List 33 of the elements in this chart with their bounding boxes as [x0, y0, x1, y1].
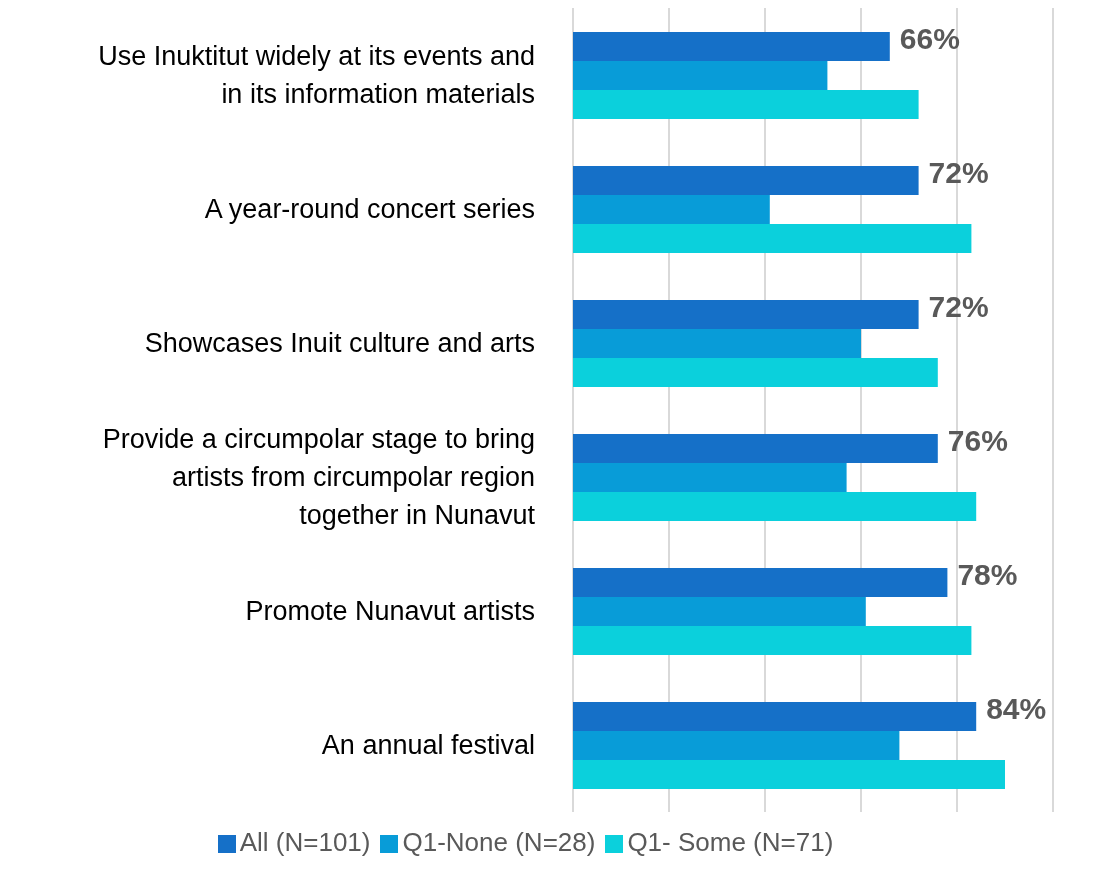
y-tick-label: Showcases Inuit culture and arts	[144, 328, 535, 358]
bar	[573, 492, 977, 522]
bar	[573, 224, 972, 254]
bar	[573, 195, 770, 225]
bar	[573, 61, 828, 91]
data-label: 78%	[957, 557, 1018, 591]
bar	[573, 166, 919, 196]
data-label: 72%	[928, 155, 989, 189]
y-tick-label: Provide a circumpolar stage to bring artists from circumpolar region together in Nunavut	[102, 424, 536, 530]
legend-label: All (N=101)	[239, 827, 371, 857]
bar	[573, 434, 938, 464]
legend-label: Q1- Some (N=71)	[627, 827, 834, 857]
legend-label: Q1-None (N=28)	[402, 827, 596, 857]
data-label: 76%	[947, 423, 1008, 457]
data-label: 84%	[986, 691, 1047, 725]
bar	[573, 300, 919, 330]
bar	[573, 597, 866, 627]
bar	[573, 358, 938, 388]
bar	[573, 760, 1005, 790]
data-label: 66%	[899, 21, 960, 55]
bar	[573, 329, 861, 359]
bar	[573, 702, 977, 732]
y-tick-label: Promote Nunavut artists	[245, 596, 535, 626]
y-tick-label: An annual festival	[321, 730, 535, 760]
bar	[573, 626, 972, 656]
y-tick-label: Use Inuktitut widely at its events and in its information materials	[98, 41, 535, 109]
bar	[573, 32, 890, 62]
bar	[573, 731, 900, 761]
bar	[573, 463, 847, 493]
data-label: 72%	[928, 289, 989, 323]
bar	[573, 90, 919, 120]
y-tick-label: A year-round concert series	[204, 194, 535, 224]
bar	[573, 568, 948, 598]
